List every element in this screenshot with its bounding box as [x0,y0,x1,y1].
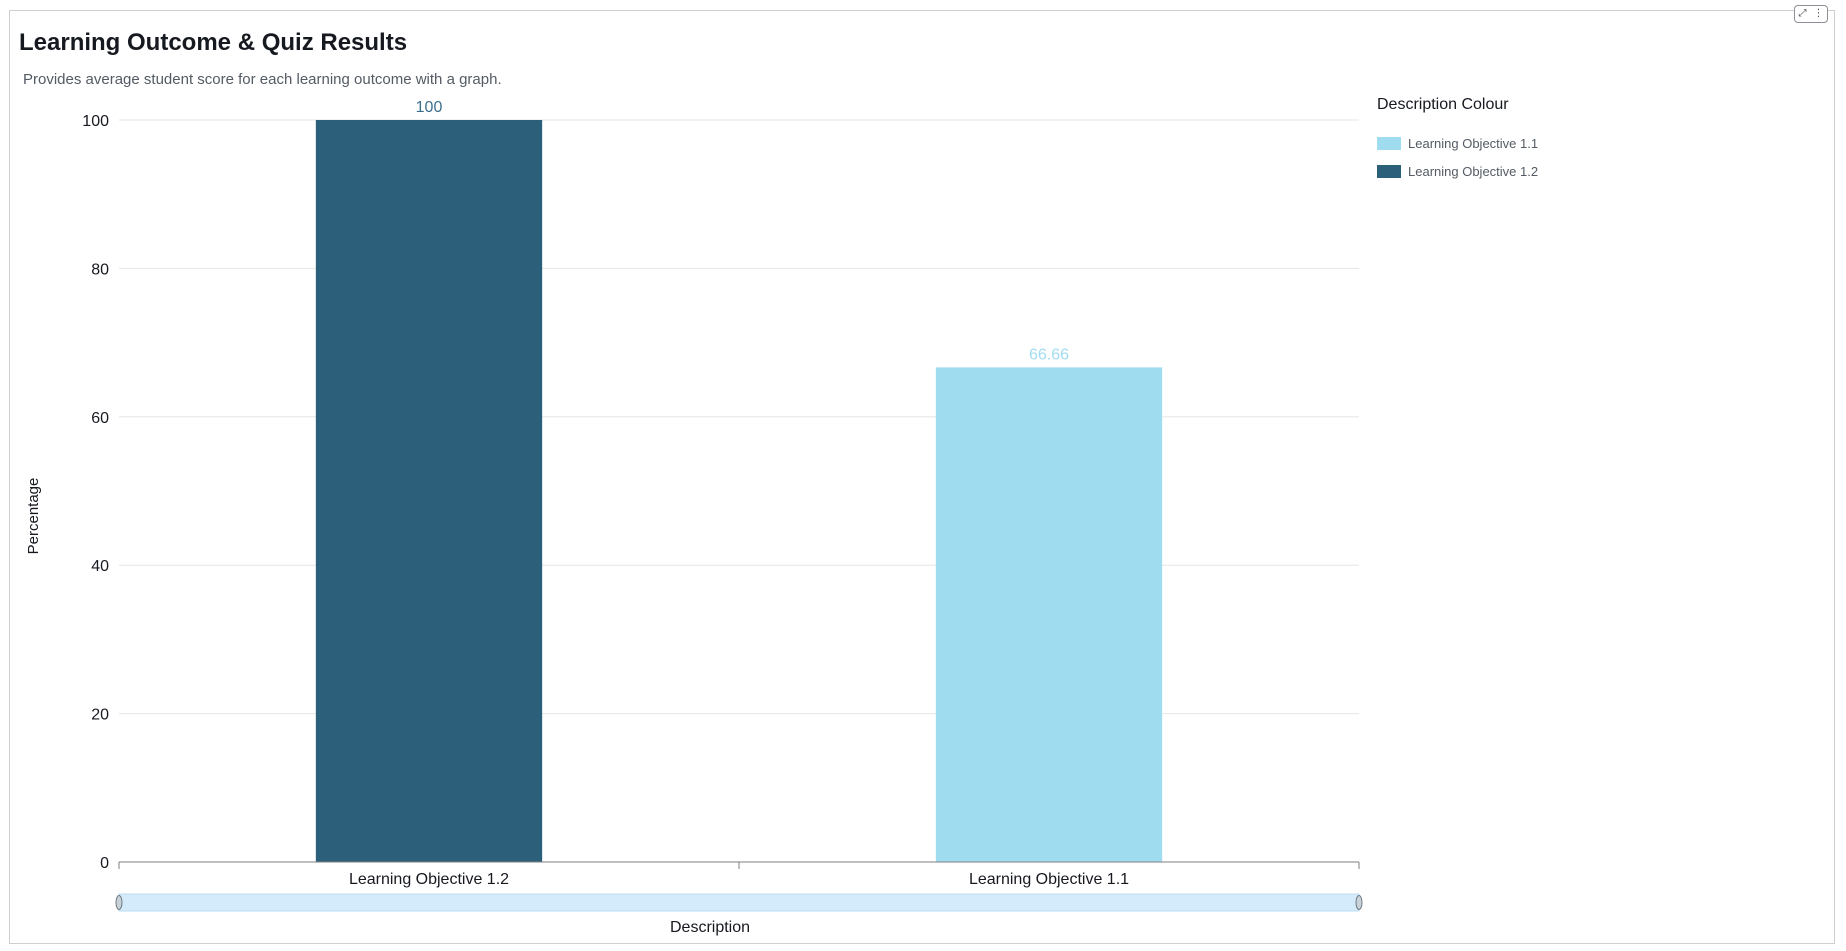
y-tick-label: 80 [91,261,109,278]
y-tick-label: 40 [91,558,109,575]
x-tick-label: Learning Objective 1.1 [969,871,1129,888]
legend-swatch [1377,137,1401,150]
visual-title: Learning Outcome & Quiz Results [19,29,408,56]
bar[interactable] [935,367,1163,862]
bar-data-labels: 100 66.66 [416,99,1069,363]
legend-item-label: Learning Objective 1.2 [1408,164,1539,179]
y-tick-label: 100 [82,113,109,130]
y-tick-label: 20 [91,707,109,724]
visual-panel: Learning Outcome & Quiz Results Provides… [9,5,1835,944]
bar-data-label: 100 [416,99,443,116]
y-tick-label: 60 [91,410,109,427]
x-tick-label: Learning Objective 1.2 [349,871,509,888]
expand-icon[interactable]: ⤢ [1798,8,1807,19]
bar[interactable] [315,120,543,862]
legend-item-lo-1-2[interactable]: Learning Objective 1.2 [1377,164,1538,179]
visual-controls: ⤢ ⋮ [1794,5,1828,23]
legend-item-label: Learning Objective 1.1 [1408,136,1539,151]
bars [315,120,1163,862]
visual-subtitle: Provides average student score for each … [23,71,502,88]
legend-title: Description Colour [1377,96,1509,113]
legend: Description Colour Learning Objective 1.… [1377,96,1538,192]
legend-swatch [1377,165,1401,178]
x-axis-ticks: Learning Objective 1.2 Learning Objective… [118,862,1360,888]
y-axis-ticks: 0 20 40 60 80 100 [82,113,109,872]
y-tick-label: 0 [100,855,109,872]
more-vertical-icon[interactable]: ⋮ [1813,8,1824,19]
grid-lines [119,119,1359,715]
y-axis-label: Percentage [25,478,42,555]
scroll-track[interactable] [118,893,1360,912]
scroll-handle-left[interactable] [115,895,123,910]
scroll-handle-right[interactable] [1355,895,1363,910]
legend-item-lo-1-1[interactable]: Learning Objective 1.1 [1377,136,1538,151]
bar-data-label: 66.66 [1029,346,1069,363]
x-scroll-bar[interactable] [115,893,1363,912]
x-axis-label: Description [670,919,750,936]
